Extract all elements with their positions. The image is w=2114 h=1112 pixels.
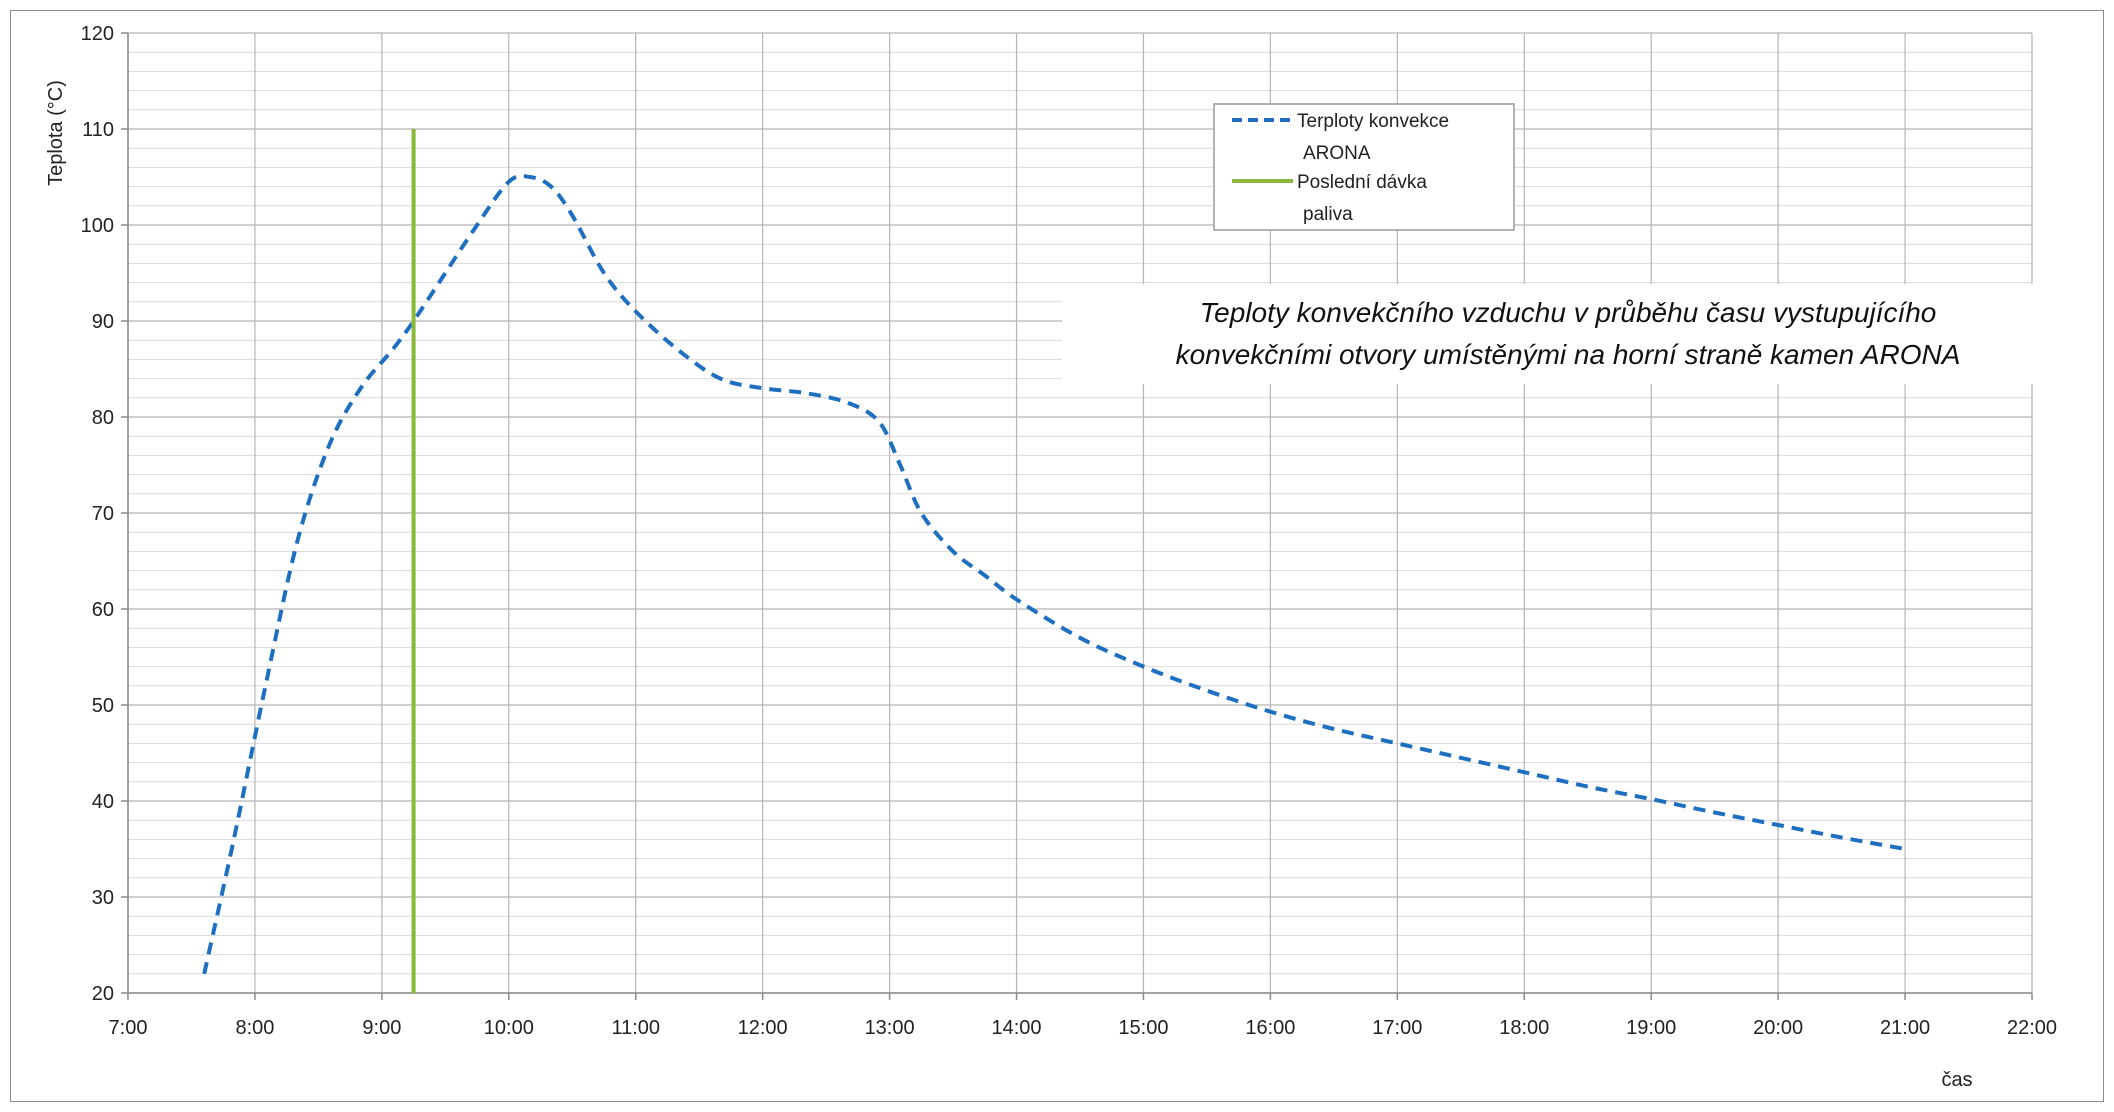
y-axis-title: Teplota (°C)	[45, 80, 67, 186]
x-tick-label: 14:00	[992, 1017, 1042, 1039]
y-tick-label: 110	[82, 119, 114, 141]
chart-title-line-1: Teploty konvekčního vzduchu v průběhu ča…	[1200, 297, 1937, 328]
chart-frame	[10, 10, 2104, 1102]
legend-label-series-1-line-1: Terploty konvekce	[1297, 111, 1449, 132]
x-tick-label: 18:00	[1499, 1017, 1549, 1039]
x-tick-label: 15:00	[1118, 1017, 1168, 1039]
x-tick-label: 9:00	[362, 1017, 401, 1039]
chart-title-line-2: konvekčními otvory umístěnými na horní s…	[1176, 339, 1961, 370]
x-tick-label: 17:00	[1372, 1017, 1422, 1039]
y-tick-label: 50	[92, 695, 114, 717]
grid	[127, 32, 2033, 994]
legend-label-series-2-line-2: paliva	[1303, 204, 1353, 225]
y-tick-label: 120	[81, 23, 114, 45]
y-tick-label: 40	[92, 791, 114, 813]
x-tick-label: 10:00	[484, 1017, 534, 1039]
y-tick-label: 20	[92, 983, 114, 1005]
x-tick-label: 21:00	[1880, 1017, 1930, 1039]
legend: Terploty konvekce ARONA Poslední dávka p…	[1213, 103, 1515, 231]
x-tick-label: 13:00	[865, 1017, 915, 1039]
chart-title: Teploty konvekčního vzduchu v průběhu ča…	[1062, 284, 2072, 384]
y-tick-label: 100	[81, 215, 114, 237]
y-tick-label: 80	[92, 407, 114, 429]
x-tick-label: 20:00	[1753, 1017, 1803, 1039]
x-tick-label: 8:00	[235, 1017, 274, 1039]
y-tick-label: 90	[92, 311, 114, 333]
legend-box	[1213, 103, 1515, 231]
x-tick-label: 19:00	[1626, 1017, 1676, 1039]
ticks: 20 30 40 50 60 70 80 90 100 110 120 7:00 8:00 9:00 10:…	[81, 23, 2057, 1039]
x-tick-label: 22:00	[2007, 1017, 2057, 1039]
y-tick-label: 60	[92, 599, 114, 621]
series-line-1	[202, 174, 1906, 975]
x-tick-label: 11:00	[611, 1017, 660, 1039]
legend-label-series-2-line-1: Poslední dávka	[1297, 172, 1427, 193]
legend-label-series-1-line-2: ARONA	[1303, 143, 1371, 164]
series-layer	[202, 129, 1906, 993]
y-tick-label: 70	[92, 503, 114, 525]
x-tick-label: 7:00	[109, 1017, 148, 1039]
x-axis-title: čas	[1941, 1069, 1972, 1091]
x-tick-label: 16:00	[1245, 1017, 1295, 1039]
y-tick-label: 30	[92, 887, 114, 909]
x-tick-label: 12:00	[738, 1017, 788, 1039]
